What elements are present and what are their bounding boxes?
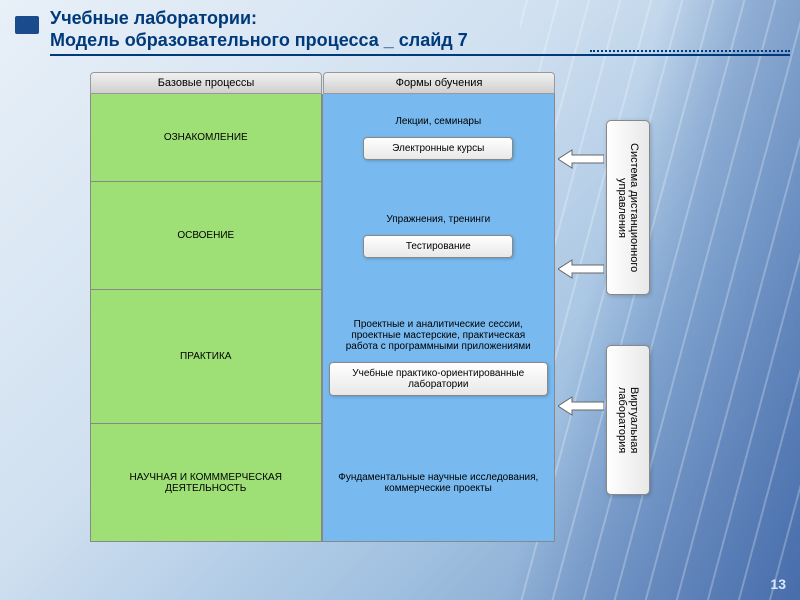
process-practice: ПРАКТИКА <box>90 290 322 424</box>
forms-row-1: Лекции, семинары Электронные курсы <box>323 94 555 182</box>
project-sessions-text: Проектные и аналитические сессии, проект… <box>329 319 549 352</box>
column-headers: Базовые процессы Формы обучения <box>90 72 555 94</box>
title-line-2: Модель образовательного процесса _ слайд… <box>50 30 468 50</box>
box-virtual-lab: Виртуальная лаборатория <box>606 345 650 495</box>
forms-row-4: Фундаментальные научные исследования, ко… <box>323 424 555 541</box>
diagram-body: ОЗНАКОМЛЕНИЕ ОСВОЕНИЕ ПРАКТИКА НАУЧНАЯ И… <box>90 94 555 542</box>
exercises-text: Упражнения, тренинги <box>380 214 496 225</box>
title-underline <box>50 54 790 56</box>
box-ecourses: Электронные курсы <box>363 137 513 160</box>
slide-header: Учебные лаборатории: Модель образователь… <box>50 8 780 51</box>
process-familiarization: ОЗНАКОМЛЕНИЕ <box>90 94 322 182</box>
page-number: 13 <box>770 576 786 592</box>
arrow-testing <box>558 258 604 280</box>
forms-row-3: Проектные и аналитические сессии, проект… <box>323 290 555 424</box>
process-diagram: Базовые процессы Формы обучения ОЗНАКОМЛ… <box>90 72 555 542</box>
slide-title: Учебные лаборатории: Модель образователь… <box>50 8 780 51</box>
research-text: Фундаментальные научные исследования, ко… <box>329 472 549 494</box>
right-column: Лекции, семинары Электронные курсы Упраж… <box>322 94 556 542</box>
box-testing: Тестирование <box>363 235 513 258</box>
forms-row-2: Упражнения, тренинги Тестирование <box>323 182 555 290</box>
logo-icon <box>15 16 39 34</box>
arrow-ecourses <box>558 148 604 170</box>
process-research: НАУЧНАЯ И КОМММЕРЧЕСКАЯ ДЕЯТЕЛЬНОСТЬ <box>90 424 322 542</box>
header-learning-forms: Формы обучения <box>323 72 555 94</box>
process-mastering: ОСВОЕНИЕ <box>90 182 322 290</box>
background-lines <box>520 0 800 600</box>
lectures-text: Лекции, семинары <box>389 116 487 127</box>
box-remote-system: Система дистанционного управления <box>606 120 650 295</box>
side-boxes: Система дистанционного управления Виртуа… <box>606 120 650 495</box>
box-labs: Учебные практико-ориентированные лаборат… <box>329 362 549 396</box>
title-line-1: Учебные лаборатории: <box>50 8 257 28</box>
header-basic-processes: Базовые процессы <box>90 72 322 94</box>
arrow-labs <box>558 395 604 417</box>
left-column: ОЗНАКОМЛЕНИЕ ОСВОЕНИЕ ПРАКТИКА НАУЧНАЯ И… <box>90 94 322 542</box>
